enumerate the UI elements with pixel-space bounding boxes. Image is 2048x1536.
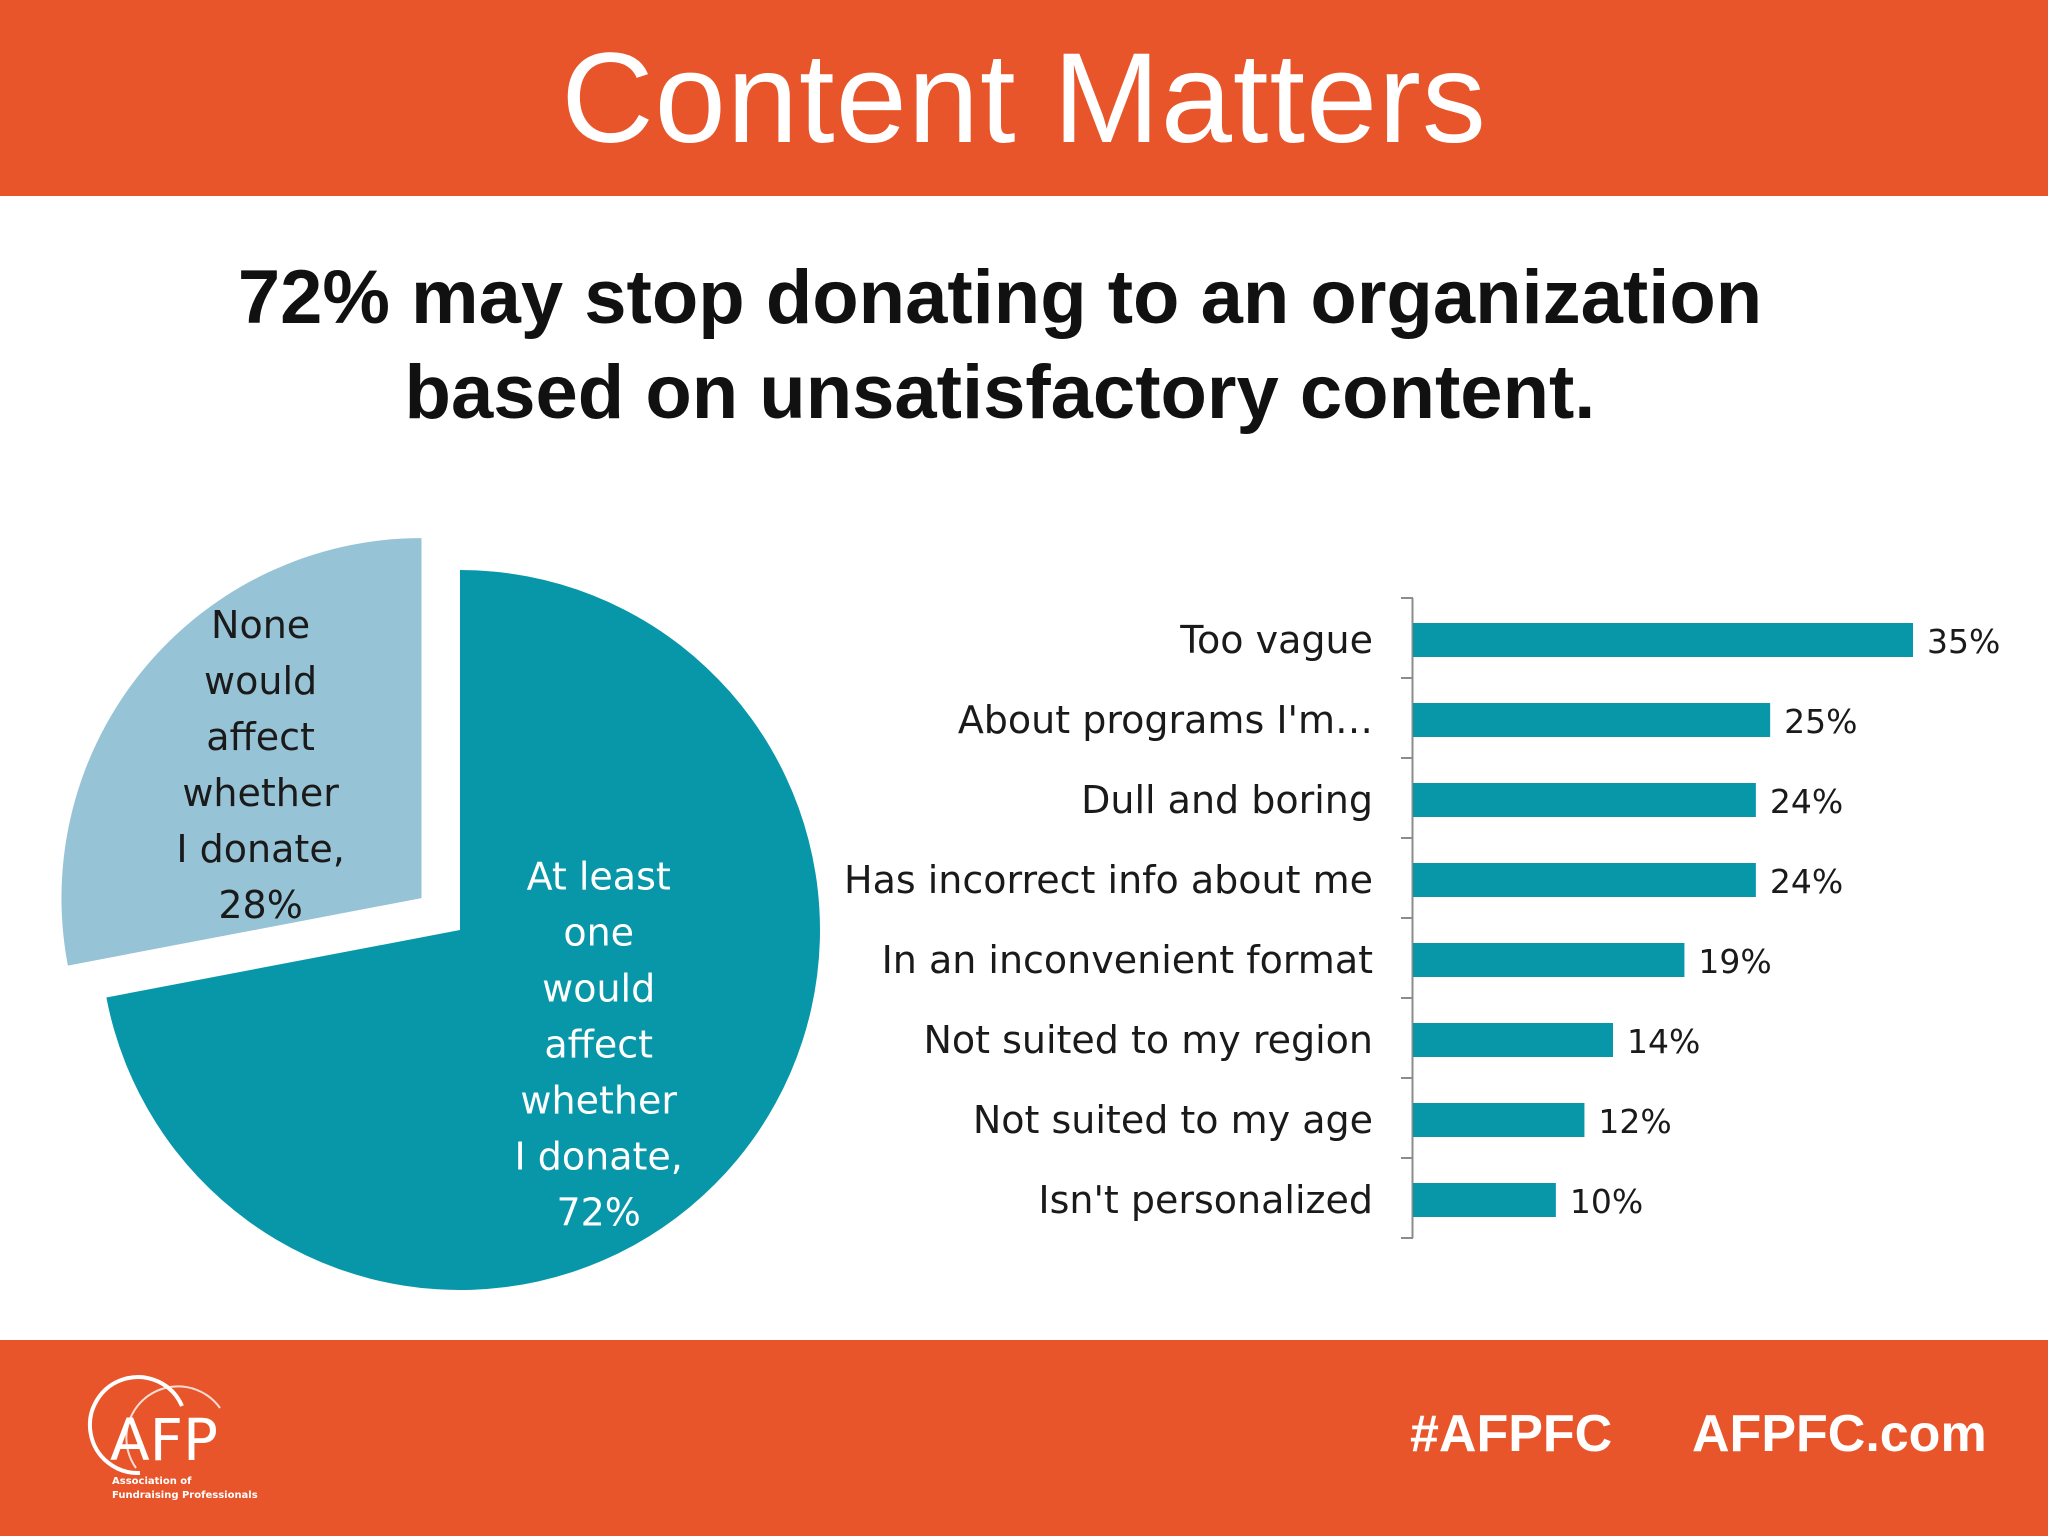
bar-value-label-0: 35% [1927, 622, 2000, 661]
bar-category-label-4: In an inconvenient format [882, 938, 1373, 982]
bar-2 [1413, 783, 1756, 817]
bar-category-label-7: Isn't personalized [1038, 1178, 1373, 1222]
afp-logo-arc-inner [125, 1385, 221, 1469]
bar-6 [1413, 1103, 1585, 1137]
headline: 72% may stop donating to an organization… [0, 250, 2000, 440]
afp-logo-text: AFP [110, 1406, 218, 1474]
bar-category-label-2: Dull and boring [1081, 778, 1373, 822]
pie-slice-label-line: I donate, [176, 827, 344, 871]
pie-slice-0 [61, 538, 422, 966]
bar-value-label-6: 12% [1598, 1102, 1671, 1141]
pie-slice-label-line: 72% [556, 1191, 640, 1235]
bar-value-label-1: 25% [1784, 702, 1857, 741]
pie-chart-svg: None would affect whether I donate, 28% At lea… [61, 538, 820, 1290]
afp-logo-subtitle-1: Association of [112, 1476, 192, 1487]
bar-chart-svg: Too vague 35% About programs I'm… 25% Dull a… [844, 597, 2000, 1239]
bar-value-label-2: 24% [1770, 782, 1843, 821]
website-link[interactable]: AFPFC.com [1692, 1405, 1987, 1463]
footer-banner: AFP Association of Fundraising Professio… [0, 1340, 2048, 1536]
bar-value-label-4: 19% [1698, 942, 1771, 981]
afp-logo-subtitle-2: Fundraising Professionals [112, 1490, 258, 1501]
pie-slice-1 [106, 570, 820, 1290]
pie-slice-label-line: would [204, 659, 317, 703]
bar-5 [1413, 1023, 1613, 1057]
bar-7 [1413, 1183, 1556, 1217]
pie-slice-label-line: I donate, [514, 1135, 682, 1179]
pie-slice-label-line: whether [520, 1079, 677, 1123]
hashtag-text: #AFPFC [1410, 1405, 1613, 1463]
bar-1 [1413, 703, 1771, 737]
pie-slice-label-line: None [211, 603, 310, 647]
bar-category-label-3: Has incorrect info about me [844, 858, 1373, 902]
pie-slice-label-0: None would affect whether I donate, 28% [176, 603, 344, 927]
pie-slice-label-line: affect [544, 1023, 653, 1067]
bar-value-label-7: 10% [1570, 1182, 1643, 1221]
pie-slice-label-line: whether [182, 771, 339, 815]
bar-4 [1413, 943, 1685, 977]
afp-logo-arc [87, 1375, 184, 1476]
pie-slice-label-line: At least [527, 855, 671, 899]
headline-line-1: 72% may stop donating to an organization [237, 255, 1763, 340]
bar-category-label-1: About programs I'm… [958, 698, 1373, 742]
pie-slice-label-line: one [563, 911, 634, 955]
bar-value-label-3: 24% [1770, 862, 1843, 901]
bar-3 [1413, 863, 1756, 897]
headline-line-2: based on unsatisfactory content. [404, 350, 1596, 435]
pie-slice-label-line: affect [206, 715, 315, 759]
pie-slice-label-line: would [542, 967, 655, 1011]
pie-chart: None would affect whether I donate, 28% At lea… [0, 480, 880, 1340]
title-banner: Content Matters [0, 0, 2048, 196]
slide-title: Content Matters [561, 26, 1487, 170]
bar-value-label-5: 14% [1627, 1022, 1700, 1061]
afp-logo: AFP Association of Fundraising Professio… [87, 1375, 258, 1501]
pie-slice-label-1: At least one would affect whether I donate, 72… [514, 855, 682, 1235]
bar-category-label-6: Not suited to my age [973, 1098, 1373, 1142]
bar-0 [1413, 623, 1913, 657]
pie-slice-label-line: 28% [218, 883, 302, 927]
bar-category-label-0: Too vague [1179, 618, 1373, 662]
bar-chart: Too vague 35% About programs I'm… 25% Dull a… [840, 580, 2048, 1250]
bar-category-label-5: Not suited to my region [923, 1018, 1373, 1062]
